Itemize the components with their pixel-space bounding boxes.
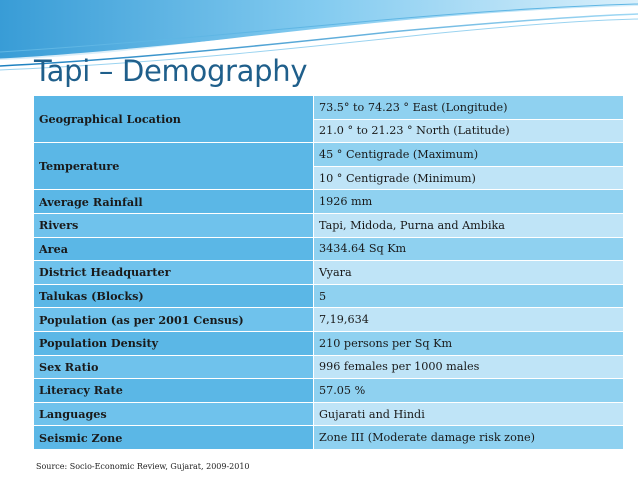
table-row: District Headquarter Vyara	[33, 260, 624, 285]
table-row: Rivers Tapi, Midoda, Purna and Ambika	[33, 212, 624, 238]
table-row: Temperature 45 ° Centigrade (Maximum)	[33, 142, 624, 191]
row-label: Temperature	[33, 142, 314, 191]
row-value: 3434.64 Sq Km	[313, 236, 624, 262]
table-row: 10 ° Centigrade (Minimum)	[34, 165, 624, 191]
row-label: Literacy Rate	[33, 378, 314, 403]
row-label: Area	[33, 236, 314, 262]
table-row: Literacy Rate 57.05 %	[33, 378, 624, 403]
row-value: 7,19,634	[313, 307, 624, 332]
row-value: 21.0 ° to 21.23 ° North (Latitude)	[313, 118, 624, 144]
table-row: Population (as per 2001 Census) 7,19,634	[33, 307, 624, 332]
table-row: Population Density 210 persons per Sq Km	[33, 330, 624, 356]
row-label: Geographical Location	[33, 94, 314, 144]
slide-title: Tapi – Demography	[34, 54, 308, 88]
row-value: 5	[313, 283, 624, 309]
row-label: Rivers	[33, 212, 314, 238]
row-label: Languages	[33, 401, 314, 427]
table-row: Seismic Zone Zone III (Moderate damage ri…	[33, 425, 624, 450]
row-value: 57.05 %	[313, 378, 624, 403]
row-value: 10 ° Centigrade (Minimum)	[313, 165, 624, 191]
row-value: Tapi, Midoda, Purna and Ambika	[313, 212, 624, 238]
table-row: Sex Ratio 996 females per 1000 males	[33, 354, 624, 380]
row-label: District Headquarter	[33, 260, 314, 285]
row-label: Average Rainfall	[33, 189, 314, 214]
row-value: 1926 mm	[313, 189, 624, 214]
row-value: Gujarati and Hindi	[313, 401, 624, 427]
header-swoosh-decoration	[0, 0, 638, 71]
row-value: 210 persons per Sq Km	[313, 330, 624, 356]
row-value: 996 females per 1000 males	[313, 354, 624, 380]
row-label: Population (as per 2001 Census)	[33, 307, 314, 332]
table-row: Geographical Location 73.5° to 74.23 ° Ea…	[33, 94, 624, 144]
row-label: Population Density	[33, 330, 314, 356]
source-note: Source: Socio-Economic Review, Gujarat, …	[36, 462, 250, 471]
table-row: Area 3434.64 Sq Km	[33, 236, 624, 262]
table-row: Languages Gujarati and Hindi	[33, 401, 624, 427]
row-label: Sex Ratio	[33, 354, 314, 380]
row-value: Zone III (Moderate damage risk zone)	[313, 425, 624, 450]
table-row: 21.0 ° to 21.23 ° North (Latitude)	[34, 118, 624, 144]
table-row: Average Rainfall 1926 mm	[33, 189, 624, 214]
row-value: 73.5° to 74.23 ° East (Longitude)	[313, 95, 624, 120]
row-value: Vyara	[313, 260, 624, 285]
row-label: Seismic Zone	[33, 425, 314, 450]
demography-table: Geographical Location 73.5° to 74.23 ° Ea…	[33, 94, 624, 450]
table-row: Talukas (Blocks) 5	[33, 283, 624, 309]
row-label: Talukas (Blocks)	[33, 283, 314, 309]
row-value: 45 ° Centigrade (Maximum)	[313, 142, 624, 167]
